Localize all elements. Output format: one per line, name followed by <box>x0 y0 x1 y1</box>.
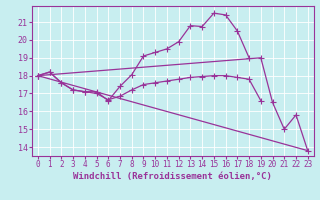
X-axis label: Windchill (Refroidissement éolien,°C): Windchill (Refroidissement éolien,°C) <box>73 172 272 181</box>
